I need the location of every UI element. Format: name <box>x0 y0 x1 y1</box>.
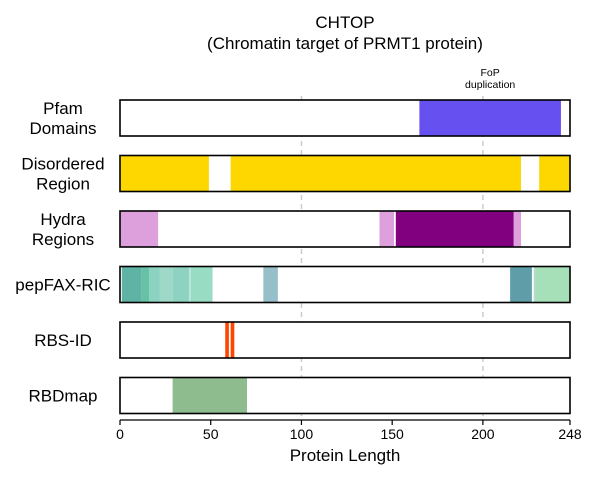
x-tick-label: 0 <box>116 426 124 442</box>
segment-bar <box>172 266 189 303</box>
track-3: pepFAX-RIC <box>15 265 571 304</box>
segment-bar <box>395 211 514 247</box>
track-4: RBS-ID <box>34 321 571 359</box>
x-axis-title: Protein Length <box>290 446 401 465</box>
x-tick-label: 100 <box>290 426 314 442</box>
chart-title: CHTOP (Chromatin target of PRMT1 protein) <box>207 13 483 53</box>
segment-bar <box>510 266 532 303</box>
track-label: Disordered <box>21 155 104 174</box>
annotation-text: duplication <box>465 79 515 91</box>
track-border <box>119 376 571 415</box>
track-label: RBS-ID <box>34 331 92 350</box>
track-label: pepFAX-RIC <box>15 276 110 295</box>
track-5: RBDmap <box>29 376 571 415</box>
segment-bar <box>120 211 159 247</box>
track-border <box>119 154 571 193</box>
segment-bar <box>121 266 142 303</box>
track-label: Domains <box>29 119 96 138</box>
segment-bar <box>513 211 522 247</box>
segment-bar <box>539 155 570 192</box>
x-axis: 0 50 100 150 200 248 Protein Length <box>116 419 582 465</box>
track-border <box>119 210 571 248</box>
segment-bar <box>230 322 235 358</box>
segment-bar <box>141 266 150 303</box>
segment-bar <box>263 266 278 303</box>
segment-bar <box>225 322 229 358</box>
segment-bar <box>172 377 248 414</box>
segment-bar <box>159 266 173 303</box>
segment-bar <box>379 211 394 247</box>
segment-bar <box>120 155 209 192</box>
x-tick-label: 50 <box>203 426 219 442</box>
track-border <box>119 321 571 359</box>
track-label: Region <box>36 175 90 194</box>
title-line: (Chromatin target of PRMT1 protein) <box>207 34 483 53</box>
annotation-text: FoP <box>481 67 500 79</box>
title-line: CHTOP <box>315 13 374 32</box>
x-tick-label: 248 <box>558 426 582 442</box>
segment-bar <box>535 266 570 303</box>
track-border <box>119 265 571 304</box>
track-border <box>119 99 571 137</box>
segment-bar <box>230 155 522 192</box>
segment-bar <box>149 266 160 303</box>
segment-bar <box>188 266 191 303</box>
x-tick-label: 200 <box>471 426 495 442</box>
segment-bar <box>533 266 536 303</box>
track-background <box>120 322 570 358</box>
track-label: Regions <box>32 230 94 249</box>
segment-bar <box>419 100 561 136</box>
segment-bar <box>190 266 213 303</box>
track-label: RBDmap <box>29 387 98 406</box>
track-label: Pfam <box>43 99 83 118</box>
x-tick-label: 150 <box>380 426 404 442</box>
track-label: Hydra <box>40 210 86 229</box>
grid-lines <box>300 96 484 418</box>
